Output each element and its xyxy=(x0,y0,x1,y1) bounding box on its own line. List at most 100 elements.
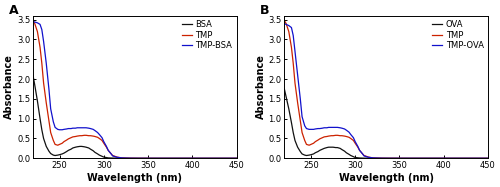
OVA xyxy=(328,146,334,148)
TMP-BSA xyxy=(190,157,196,159)
OVA xyxy=(298,150,304,153)
TMP xyxy=(40,82,46,84)
BSA xyxy=(44,145,50,148)
Line: TMP: TMP xyxy=(284,20,488,158)
TMP xyxy=(64,139,70,141)
OVA xyxy=(370,157,376,159)
OVA xyxy=(406,157,411,159)
TMP-OVA xyxy=(337,127,343,129)
TMP xyxy=(78,135,84,137)
TMP xyxy=(342,135,347,137)
BSA xyxy=(96,154,102,156)
BSA xyxy=(68,148,74,150)
TMP xyxy=(44,102,50,104)
OVA xyxy=(282,88,288,90)
TMP-OVA xyxy=(282,22,288,25)
TMP-OVA xyxy=(378,157,384,159)
TMP-BSA xyxy=(101,140,107,143)
Legend: OVA, TMP, TMP-OVA: OVA, TMP, TMP-OVA xyxy=(431,18,486,52)
TMP-BSA xyxy=(70,127,76,129)
TMP-BSA xyxy=(114,156,120,158)
Line: TMP-BSA: TMP-BSA xyxy=(33,22,236,158)
TMP-BSA xyxy=(110,155,116,157)
OVA xyxy=(283,96,289,98)
TMP xyxy=(298,119,304,122)
TMP xyxy=(234,157,239,159)
OVA xyxy=(290,131,296,134)
TMP xyxy=(286,30,292,33)
TMP xyxy=(485,157,491,159)
TMP xyxy=(59,142,65,144)
TMP xyxy=(321,136,327,138)
TMP-OVA xyxy=(310,128,316,131)
TMP xyxy=(32,22,38,25)
TMP-OVA xyxy=(298,98,304,100)
TMP-BSA xyxy=(88,128,94,130)
OVA xyxy=(304,154,310,157)
OVA xyxy=(288,122,294,124)
BSA xyxy=(34,100,40,102)
BSA xyxy=(145,157,151,159)
TMP-BSA xyxy=(234,157,239,159)
BSA xyxy=(90,150,96,152)
OVA xyxy=(324,146,330,149)
TMP xyxy=(56,143,62,145)
TMP xyxy=(114,156,120,158)
TMP xyxy=(110,154,116,157)
TMP xyxy=(294,102,300,104)
TMP xyxy=(77,135,83,137)
TMP xyxy=(105,149,111,151)
TMP-OVA xyxy=(283,23,289,25)
TMP-OVA xyxy=(356,149,362,151)
TMP-BSA xyxy=(96,133,102,136)
BSA xyxy=(74,146,80,148)
OVA xyxy=(312,152,318,154)
TMP-OVA xyxy=(352,140,358,143)
BSA xyxy=(92,151,98,154)
OVA xyxy=(361,157,367,159)
TMP xyxy=(315,139,321,141)
TMP-OVA xyxy=(339,127,345,129)
TMP-BSA xyxy=(92,129,98,132)
TMP-OVA xyxy=(334,126,340,128)
TMP xyxy=(74,135,80,137)
OVA xyxy=(348,154,354,157)
BSA xyxy=(39,129,45,131)
TMP xyxy=(30,19,36,22)
TMP-BSA xyxy=(90,128,96,131)
TMP xyxy=(344,135,349,138)
TMP-OVA xyxy=(361,155,367,157)
OVA xyxy=(286,108,292,110)
Line: BSA: BSA xyxy=(33,75,236,158)
TMP-OVA xyxy=(328,126,334,128)
TMP xyxy=(366,156,372,158)
TMP-BSA xyxy=(64,128,70,130)
BSA xyxy=(190,157,196,159)
TMP xyxy=(350,139,356,142)
BSA xyxy=(40,137,46,140)
TMP-OVA xyxy=(286,24,292,27)
OVA xyxy=(320,148,326,150)
TMP-BSA xyxy=(86,127,91,129)
TMP-BSA xyxy=(37,23,43,25)
TMP xyxy=(282,19,288,22)
TMP-OVA xyxy=(320,127,326,129)
TMP-BSA xyxy=(40,40,46,43)
TMP-OVA xyxy=(317,128,323,130)
TMP xyxy=(334,134,340,137)
OVA xyxy=(302,154,308,156)
TMP-OVA xyxy=(440,157,446,159)
TMP xyxy=(406,157,411,159)
TMP xyxy=(324,135,330,138)
TMP xyxy=(339,135,345,137)
BSA xyxy=(46,150,52,152)
BSA xyxy=(61,152,67,154)
BSA xyxy=(77,145,83,148)
OVA xyxy=(342,150,347,152)
TMP xyxy=(46,119,52,122)
TMP-OVA xyxy=(348,133,354,136)
TMP xyxy=(312,140,318,143)
TMP-BSA xyxy=(59,129,65,131)
TMP-BSA xyxy=(78,127,84,129)
Legend: BSA, TMP, TMP-BSA: BSA, TMP, TMP-BSA xyxy=(180,18,234,52)
